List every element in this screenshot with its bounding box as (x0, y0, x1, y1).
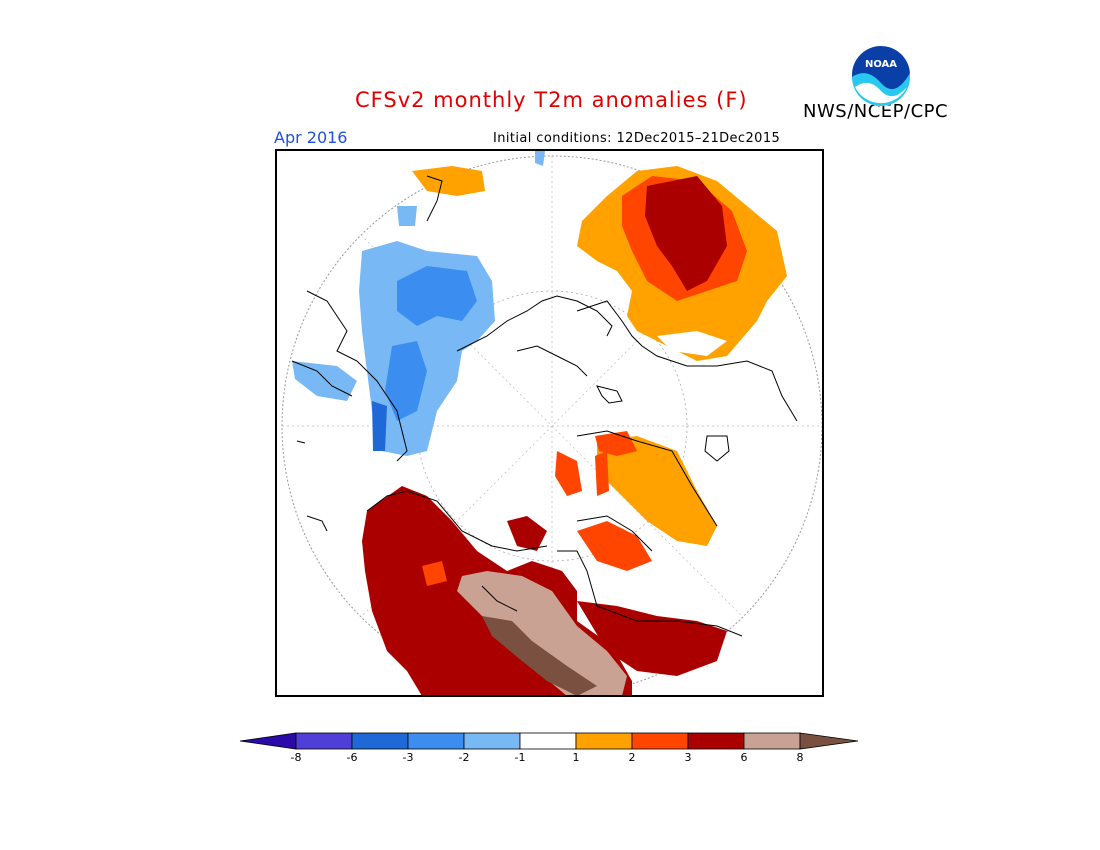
colorbar-box (463, 732, 521, 750)
cold-anomaly-region (292, 151, 545, 456)
warm-anomaly-north-america (577, 166, 787, 361)
colorbar-box (743, 732, 801, 750)
forecast-month: Apr 2016 (274, 128, 348, 147)
colorbar-arrow-low (239, 732, 297, 750)
colorbar-tick-label: 3 (684, 751, 692, 764)
colorbar-box (519, 732, 577, 750)
colorbar-tick-label: 1 (572, 751, 580, 764)
polar-map (281, 151, 822, 695)
map-frame (275, 149, 824, 697)
colorbar-tick-label: -2 (458, 751, 470, 764)
colorbar-tick-label: -6 (346, 751, 358, 764)
colorbar-arrow-high (799, 732, 859, 750)
colorbar-tick-label: -3 (402, 751, 414, 764)
agency-label: NWS/NCEP/CPC (803, 101, 949, 122)
color-scale-bar (239, 732, 859, 750)
noaa-logo-icon: NOAA (850, 44, 912, 106)
colorbar-box (351, 732, 409, 750)
colorbar-tick-label: -8 (290, 751, 302, 764)
colorbar-box (407, 732, 465, 750)
noaa-logo-text: NOAA (865, 59, 897, 70)
colorbar-box (575, 732, 633, 750)
colorbar-tick-label: -1 (514, 751, 526, 764)
warm-anomaly-greenland (595, 431, 717, 546)
initial-conditions: Initial conditions: 12Dec2015–21Dec2015 (493, 131, 781, 146)
coastlines (291, 175, 798, 637)
colorbar-box (295, 732, 353, 750)
map-title: CFSv2 monthly T2m anomalies (F) (355, 88, 748, 112)
warm-anomaly-north-pacific (412, 166, 485, 196)
colorbar-tick-label: 2 (628, 751, 636, 764)
colorbar-box (687, 732, 745, 750)
colorbar-tick-label: 8 (796, 751, 804, 764)
colorbar-box (631, 732, 689, 750)
colorbar-tick-label: 6 (740, 751, 748, 764)
